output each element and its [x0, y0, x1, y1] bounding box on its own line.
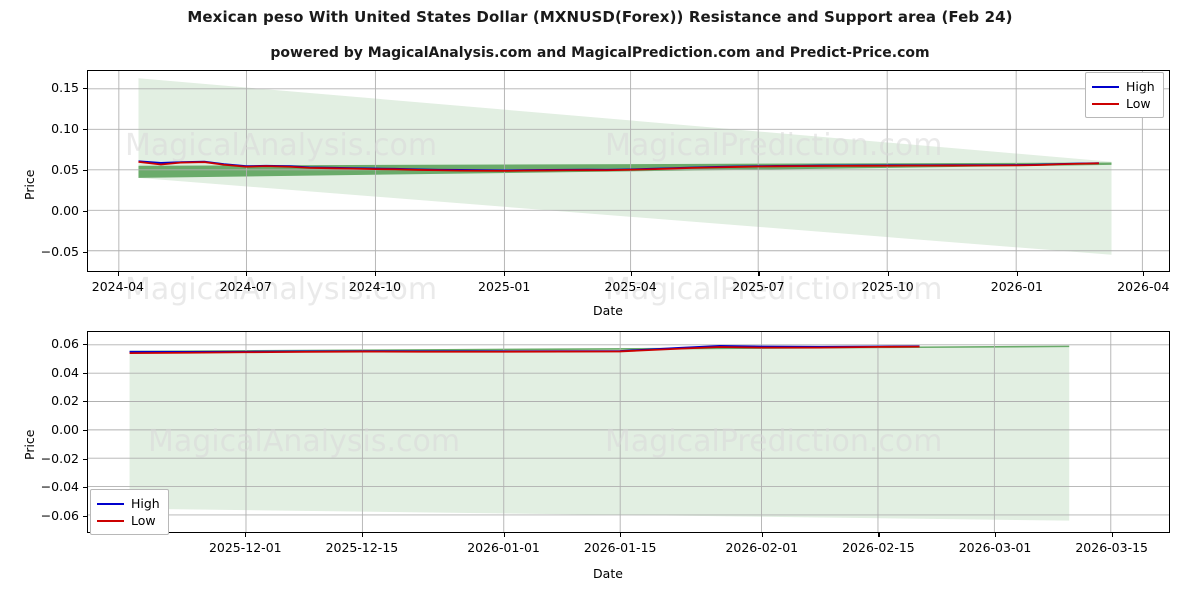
x-tick-label: 2025-10	[861, 279, 914, 294]
y-tick-label: −0.02	[40, 450, 79, 466]
x-tick-mark	[887, 272, 889, 276]
x-tick-mark	[620, 533, 622, 537]
x-tick-mark	[117, 272, 120, 276]
band-resistance-support-wide	[129, 345, 1070, 521]
x-tick-label: 2026-02-15	[842, 540, 915, 555]
legend-label-low: Low	[131, 513, 156, 528]
y-tick-mark	[83, 401, 87, 403]
x-tick-label: 2025-04	[604, 279, 657, 294]
y-tick-label: −0.04	[40, 479, 79, 495]
x-tick-mark	[1143, 272, 1145, 276]
bottom-chart-canvas	[88, 332, 1169, 532]
y-tick-label: 0.02	[51, 393, 79, 409]
bottom-chart-x-axis-title: Date	[593, 566, 623, 581]
legend-label-low: Low	[1126, 96, 1151, 111]
y-tick-label: −0.06	[40, 507, 79, 523]
x-tick-mark	[504, 272, 506, 276]
x-tick-mark	[1016, 272, 1019, 276]
x-tick-mark	[245, 533, 247, 537]
x-tick-label: 2025-12-15	[325, 540, 399, 555]
x-tick-label: 2026-01-01	[467, 540, 540, 555]
bottom-chart-legend[interactable]: High Low	[90, 489, 169, 535]
y-tick-label: 0.15	[51, 79, 79, 95]
y-tick-mark	[83, 128, 87, 131]
x-tick-mark	[758, 272, 760, 276]
y-tick-mark	[83, 458, 87, 460]
page-subtitle: powered by MagicalAnalysis.com and Magic…	[270, 45, 930, 61]
y-tick-mark	[83, 429, 87, 432]
x-tick-mark	[630, 272, 632, 276]
legend-entry-low[interactable]: Low	[97, 512, 160, 529]
y-tick-mark	[83, 210, 87, 212]
bottom-chart-y-axis-title: Price	[22, 429, 37, 461]
x-tick-mark	[1111, 533, 1113, 537]
x-tick-label: 2025-01	[478, 279, 531, 294]
series-line-low	[129, 345, 920, 355]
y-tick-mark	[83, 169, 87, 171]
legend-entry-low[interactable]: Low	[1092, 95, 1155, 112]
x-tick-label: 2026-03-01	[958, 540, 1032, 555]
x-tick-label: 2025-12-01	[208, 540, 282, 555]
x-tick-mark	[995, 533, 997, 537]
y-tick-label: −0.05	[40, 243, 79, 259]
x-tick-mark	[245, 272, 247, 276]
x-tick-label: 2026-04	[1117, 279, 1170, 294]
legend-entry-high[interactable]: High	[1092, 78, 1155, 95]
top-chart-legend[interactable]: High Low	[1085, 72, 1164, 118]
y-tick-label: 0.05	[51, 161, 79, 177]
x-tick-label: 2024-04	[91, 279, 144, 294]
x-tick-mark	[361, 533, 364, 537]
y-tick-mark	[83, 87, 87, 90]
x-tick-mark	[374, 272, 377, 276]
x-tick-label: 2026-01	[990, 279, 1043, 294]
y-tick-mark	[83, 343, 87, 346]
x-tick-label: 2026-02-01	[725, 540, 799, 555]
y-tick-label: 0.04	[51, 364, 79, 380]
x-tick-label: 2026-01-15	[583, 540, 657, 555]
y-tick-mark	[83, 372, 87, 374]
legend-label-high: High	[131, 496, 160, 511]
x-tick-label: 2025-07	[732, 279, 785, 294]
y-tick-label: 0.00	[51, 202, 79, 218]
x-tick-mark	[761, 533, 763, 537]
x-tick-label: 2024-07	[219, 279, 272, 294]
y-tick-label: 0.06	[51, 335, 79, 351]
y-tick-mark	[83, 251, 87, 253]
legend-swatch-low-line	[1092, 102, 1119, 105]
page-title: Mexican peso With United States Dollar (…	[187, 8, 1013, 26]
legend-swatch-high-line	[97, 502, 124, 505]
x-tick-label: 2026-03-15	[1075, 540, 1148, 555]
top-chart-x-axis-title: Date	[593, 303, 623, 318]
series-line-low	[138, 160, 1099, 172]
legend-label-high: High	[1126, 79, 1155, 94]
y-tick-label: 0.10	[51, 120, 79, 136]
legend-swatch-low-line	[97, 519, 124, 522]
x-tick-mark	[503, 533, 505, 537]
x-tick-mark	[878, 533, 880, 537]
top-chart-plot-area	[87, 70, 1170, 272]
bottom-chart-plot-area	[87, 331, 1170, 533]
legend-entry-high[interactable]: High	[97, 495, 160, 512]
top-chart-y-axis-title: Price	[22, 169, 37, 201]
x-tick-label: 2024-10	[348, 279, 402, 294]
y-tick-label: 0.00	[51, 421, 79, 437]
y-tick-mark	[83, 487, 87, 489]
top-chart-canvas	[88, 71, 1169, 271]
y-tick-mark	[83, 515, 87, 517]
legend-swatch-high-line	[1092, 85, 1119, 88]
